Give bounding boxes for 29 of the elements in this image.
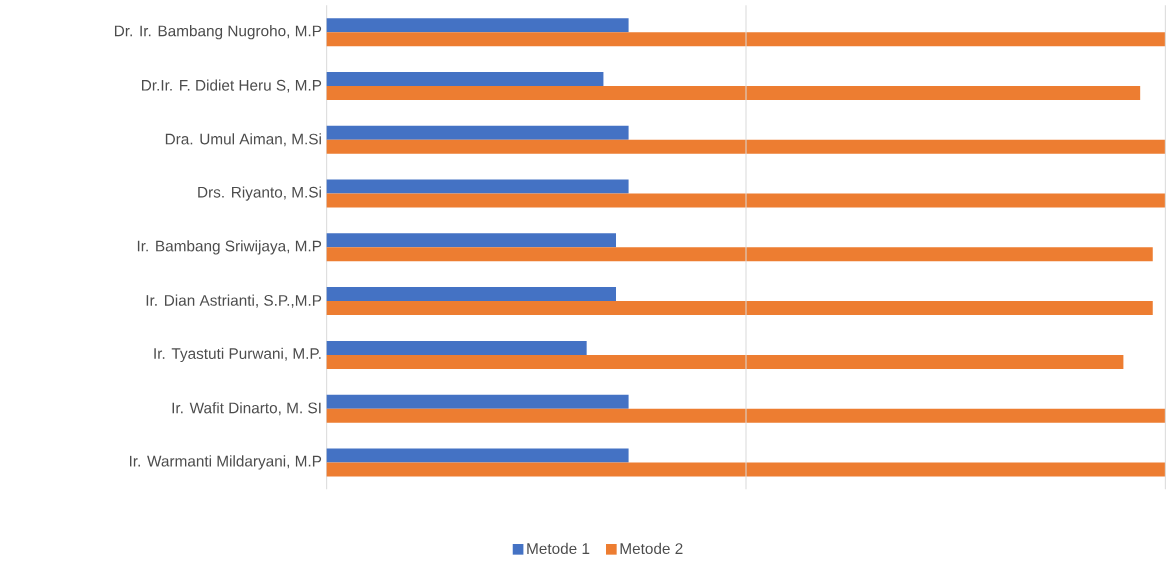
bar [326, 72, 604, 87]
legend-label: Metode 1 [527, 542, 590, 555]
y-tick-label: Ir. Bambang Sriwijaya, M.P [137, 240, 322, 255]
bar [326, 139, 1166, 154]
bar [326, 125, 629, 140]
bar [326, 462, 1166, 477]
bar [326, 247, 1153, 262]
y-tick-label: Dra. Umul Aiman, M.Si [165, 133, 321, 147]
bar [326, 408, 1166, 423]
bar [326, 448, 629, 463]
bar [326, 86, 1141, 101]
bar [326, 355, 1124, 370]
bar [326, 301, 1153, 316]
bar [326, 18, 629, 33]
bar [326, 32, 1166, 47]
y-tick-label: Dr.Ir. F. Didiet Heru S, M.P [142, 79, 322, 93]
bar [326, 394, 629, 409]
legend-label: Metode 2 [620, 542, 683, 555]
y-tick-label: Ir. Tyastuti Purwani, M.P. [154, 347, 321, 363]
bar [326, 179, 629, 194]
y-tick-label: Ir. Dian Astrianti, S.P.,M.P [146, 294, 322, 308]
bar [326, 233, 617, 248]
bar [326, 287, 617, 302]
bar [326, 341, 587, 356]
y-tick-label: Ir. Warmanti Mildaryani, M.P [129, 455, 322, 470]
y-tick-label: Drs. Riyanto, M.Si [198, 186, 321, 201]
y-tick-label: Dr. Ir. Bambang Nugroho, M.P [114, 25, 322, 40]
bar [326, 193, 1166, 208]
y-tick-label: Ir. Wafit Dinarto, M. SI [172, 402, 321, 416]
